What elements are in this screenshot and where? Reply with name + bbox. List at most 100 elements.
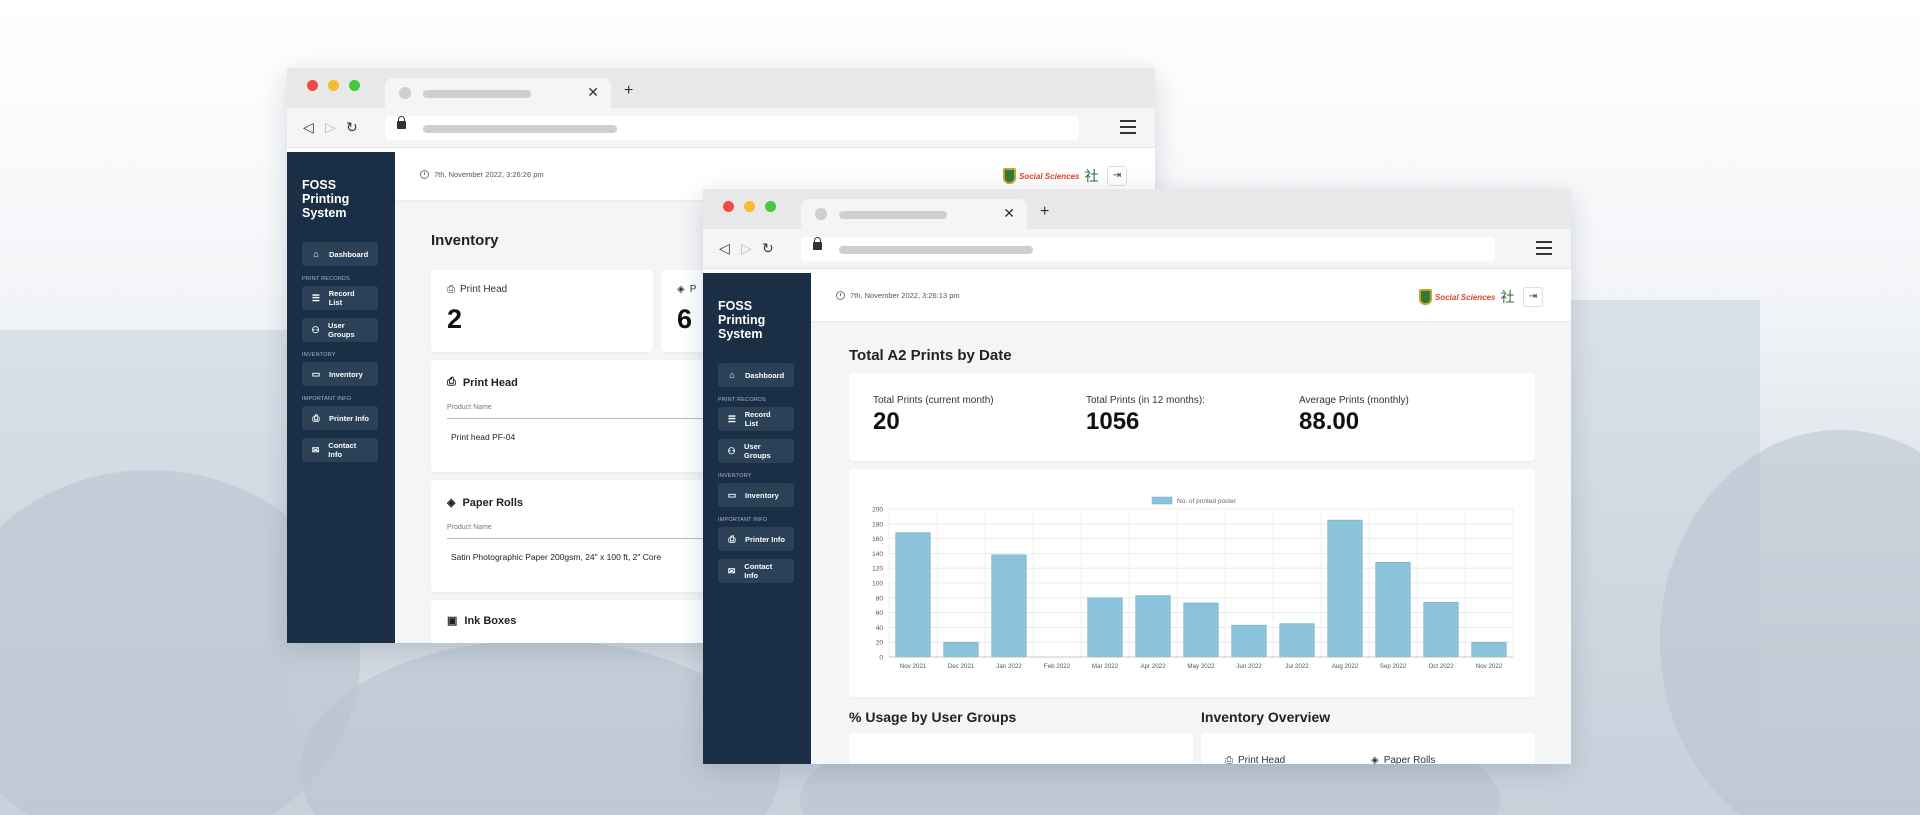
legend-swatch	[1151, 496, 1173, 505]
sidebar-item-printer-info[interactable]: ⎙ Printer Info	[718, 527, 794, 551]
list-icon: ☰	[311, 292, 320, 303]
back-icon[interactable]: ◁	[303, 119, 314, 135]
y-tick-label: 140	[872, 551, 883, 558]
inventory-item-label: Paper Rolls	[1383, 755, 1436, 764]
x-tick-label: May 2022	[1187, 663, 1215, 670]
x-tick-label: Jun 2022	[1236, 663, 1262, 670]
sidebar-item-inventory[interactable]: ▭ Inventory	[302, 362, 378, 386]
x-tick-label: Feb 2022	[1044, 663, 1071, 670]
clock-icon	[420, 170, 429, 179]
sidebar-item-contact-info[interactable]: ✉ Contact Info	[302, 438, 378, 462]
browser-tab[interactable]: ✕	[801, 199, 1027, 229]
timestamp: 7th, November 2022, 3:26:13 pm	[836, 291, 960, 300]
layers-icon: ◈	[447, 497, 456, 509]
printer-icon: ⎙	[728, 533, 736, 544]
forward-icon[interactable]: ▷	[325, 119, 336, 135]
x-tick-label: Jan 2022	[996, 663, 1022, 670]
bar	[1279, 623, 1315, 658]
minimize-window-dot[interactable]	[744, 201, 755, 212]
university-crest-icon	[1003, 168, 1016, 184]
sidebar-item-user-groups[interactable]: ⚇ User Groups	[302, 318, 378, 342]
close-window-dot[interactable]	[307, 80, 318, 91]
url-field[interactable]	[385, 116, 1079, 140]
x-tick-label: Apr 2022	[1140, 663, 1166, 670]
sidebar-item-label: Inventory	[745, 490, 779, 500]
sidebar-item-label: User Groups	[328, 321, 355, 339]
logo-wordmark: Social Sciences	[1019, 171, 1080, 181]
sidebar-item-label: Dashboard	[329, 249, 369, 259]
sidebar-item-label: Dashboard	[745, 370, 785, 380]
sidebar-item-dashboard[interactable]: ⌂ Dashboard	[302, 242, 378, 266]
printer-icon: ⎙	[312, 412, 320, 423]
logo-wordmark: Social Sciences	[1435, 292, 1496, 302]
forward-icon[interactable]: ▷	[741, 240, 752, 256]
new-tab-icon[interactable]: +	[1040, 203, 1050, 220]
new-tab-icon[interactable]: +	[624, 82, 634, 99]
sidebar-item-label: Record List	[744, 410, 771, 428]
kpi-current-month: Total Prints (current month) 20	[873, 395, 994, 436]
x-tick-label: Oct 2022	[1428, 663, 1454, 670]
sidebar-item-inventory[interactable]: ▭ Inventory	[718, 483, 794, 507]
inventory-item-paper-rolls: ◈ Paper Rolls	[1371, 755, 1435, 764]
close-tab-icon[interactable]: ✕	[587, 84, 599, 100]
main-content: 7th, November 2022, 3:26:13 pm Social Sc…	[811, 273, 1571, 764]
maximize-window-dot[interactable]	[349, 80, 360, 91]
x-tick-label: Nov 2022	[1476, 663, 1503, 670]
bar	[1423, 601, 1459, 658]
section-title-text: Print Head	[462, 376, 518, 389]
browser-tab[interactable]: ✕	[385, 78, 611, 108]
close-tab-icon[interactable]: ✕	[1003, 205, 1015, 221]
sidebar-item-printer-info[interactable]: ⎙ Printer Info	[302, 406, 378, 430]
kpi-value: 20	[873, 408, 900, 435]
tab-title-placeholder	[839, 211, 947, 219]
sidebar-item-contact-info[interactable]: ✉ Contact Info	[718, 559, 794, 583]
sidebar-item-dashboard[interactable]: ⌂ Dashboard	[718, 363, 794, 387]
usage-card	[849, 733, 1193, 764]
university-crest-icon	[1419, 289, 1432, 305]
sidebar-item-user-groups[interactable]: ⚇ User Groups	[718, 439, 794, 463]
favicon-icon	[399, 87, 411, 99]
kpi-12-months: Total Prints (in 12 months): 1056	[1086, 395, 1205, 436]
sidebar-item-record-list[interactable]: ☰ Record List	[718, 407, 794, 431]
printer-icon: ⎙	[447, 284, 455, 295]
home-icon: ⌂	[729, 370, 735, 380]
section-title-text: Ink Boxes	[464, 614, 517, 627]
bar	[1135, 595, 1171, 658]
home-icon: ⌂	[313, 249, 319, 259]
layers-icon: ◈	[1371, 755, 1379, 764]
close-window-dot[interactable]	[723, 201, 734, 212]
sidebar-item-record-list[interactable]: ☰ Record List	[302, 286, 378, 310]
section-label: INVENTORY	[302, 352, 336, 358]
url-placeholder	[839, 246, 1033, 254]
x-tick-label: Sep 2022	[1380, 663, 1407, 670]
bar	[1087, 597, 1123, 658]
logout-button[interactable]: ⇥	[1523, 287, 1543, 307]
timestamp-text: 7th, November 2022, 3:26:13 pm	[850, 291, 960, 300]
reload-icon[interactable]: ↻	[762, 240, 774, 256]
layers-icon: ◈	[677, 284, 685, 295]
y-tick-label: 80	[876, 595, 884, 602]
minimize-window-dot[interactable]	[328, 80, 339, 91]
legend-label: No. of printed poster	[1177, 498, 1237, 505]
section-label: IMPORTANT INFO	[302, 396, 352, 402]
y-tick-label: 120	[872, 566, 883, 573]
tab-bar: ✕ +	[703, 189, 1571, 229]
kpi-card: Total Prints (current month) 20 Total Pr…	[849, 373, 1535, 461]
sidebar-item-label: Printer Info	[745, 534, 786, 544]
reload-icon[interactable]: ↻	[346, 119, 358, 135]
divider	[447, 418, 911, 419]
menu-icon[interactable]	[1536, 241, 1552, 259]
maximize-window-dot[interactable]	[765, 201, 776, 212]
x-tick-label: Jul 2022	[1285, 663, 1309, 670]
kpi-label: Total Prints (in 12 months):	[1086, 395, 1205, 406]
back-icon[interactable]: ◁	[719, 240, 730, 256]
bar	[1471, 641, 1507, 658]
logout-button[interactable]: ⇥	[1107, 166, 1127, 186]
menu-icon[interactable]	[1120, 120, 1136, 138]
calligraphy-mark: 社	[1084, 168, 1099, 184]
url-field[interactable]	[801, 237, 1495, 261]
section-title: ▣ Ink Boxes	[447, 614, 517, 628]
page-title: Inventory	[431, 232, 499, 249]
sidebar-item-label: Record List	[328, 289, 355, 307]
kpi-label: Total Prints (current month)	[873, 395, 994, 406]
